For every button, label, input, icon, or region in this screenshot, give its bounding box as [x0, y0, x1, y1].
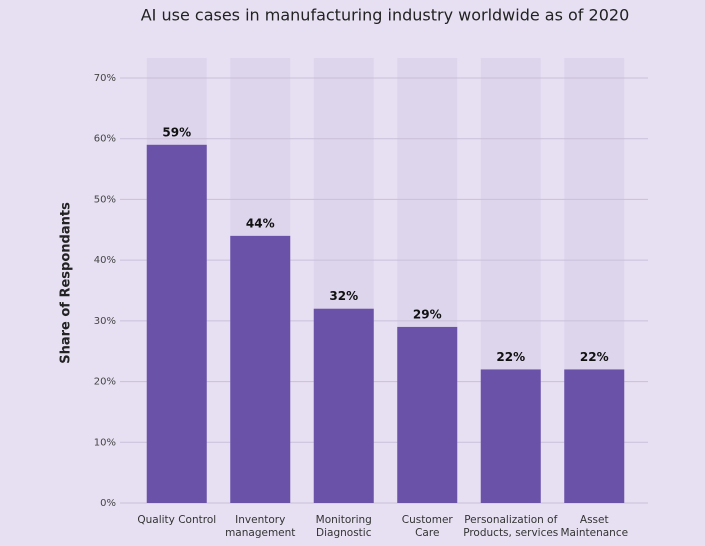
value-label: 32%: [329, 289, 358, 303]
y-tick-label: 40%: [94, 255, 116, 266]
bar: [397, 326, 458, 503]
x-tick-label: Quality Control: [137, 514, 216, 526]
bar: [146, 144, 207, 504]
bar: [564, 369, 625, 503]
y-tick-label: 60%: [94, 134, 116, 145]
value-label: 22%: [496, 350, 525, 364]
value-label: 22%: [580, 350, 609, 364]
y-tick-label: 30%: [94, 316, 116, 327]
y-tick-label: 50%: [94, 194, 116, 205]
y-tick-label: 70%: [94, 73, 116, 84]
bar: [230, 235, 291, 503]
x-tick-label: Personalization of Products, services: [463, 514, 558, 539]
x-tick-label: Inventory management: [225, 514, 295, 539]
bar: [480, 369, 541, 503]
x-tick-label: Asset Maintenance: [560, 514, 628, 539]
y-tick-label: 10%: [94, 437, 116, 448]
x-tick-label: Monitoring Diagnostic: [316, 514, 372, 539]
bar: [313, 308, 374, 503]
value-label: 59%: [162, 125, 191, 139]
y-axis-title: Share of Respondants: [59, 202, 74, 364]
y-tick-label: 20%: [94, 377, 116, 388]
y-tick-label: 0%: [100, 498, 116, 509]
x-tick-label: Customer Care: [402, 514, 454, 539]
value-label: 29%: [413, 307, 442, 321]
value-label: 44%: [246, 216, 275, 230]
chart-title: AI use cases in manufacturing industry w…: [141, 6, 630, 25]
